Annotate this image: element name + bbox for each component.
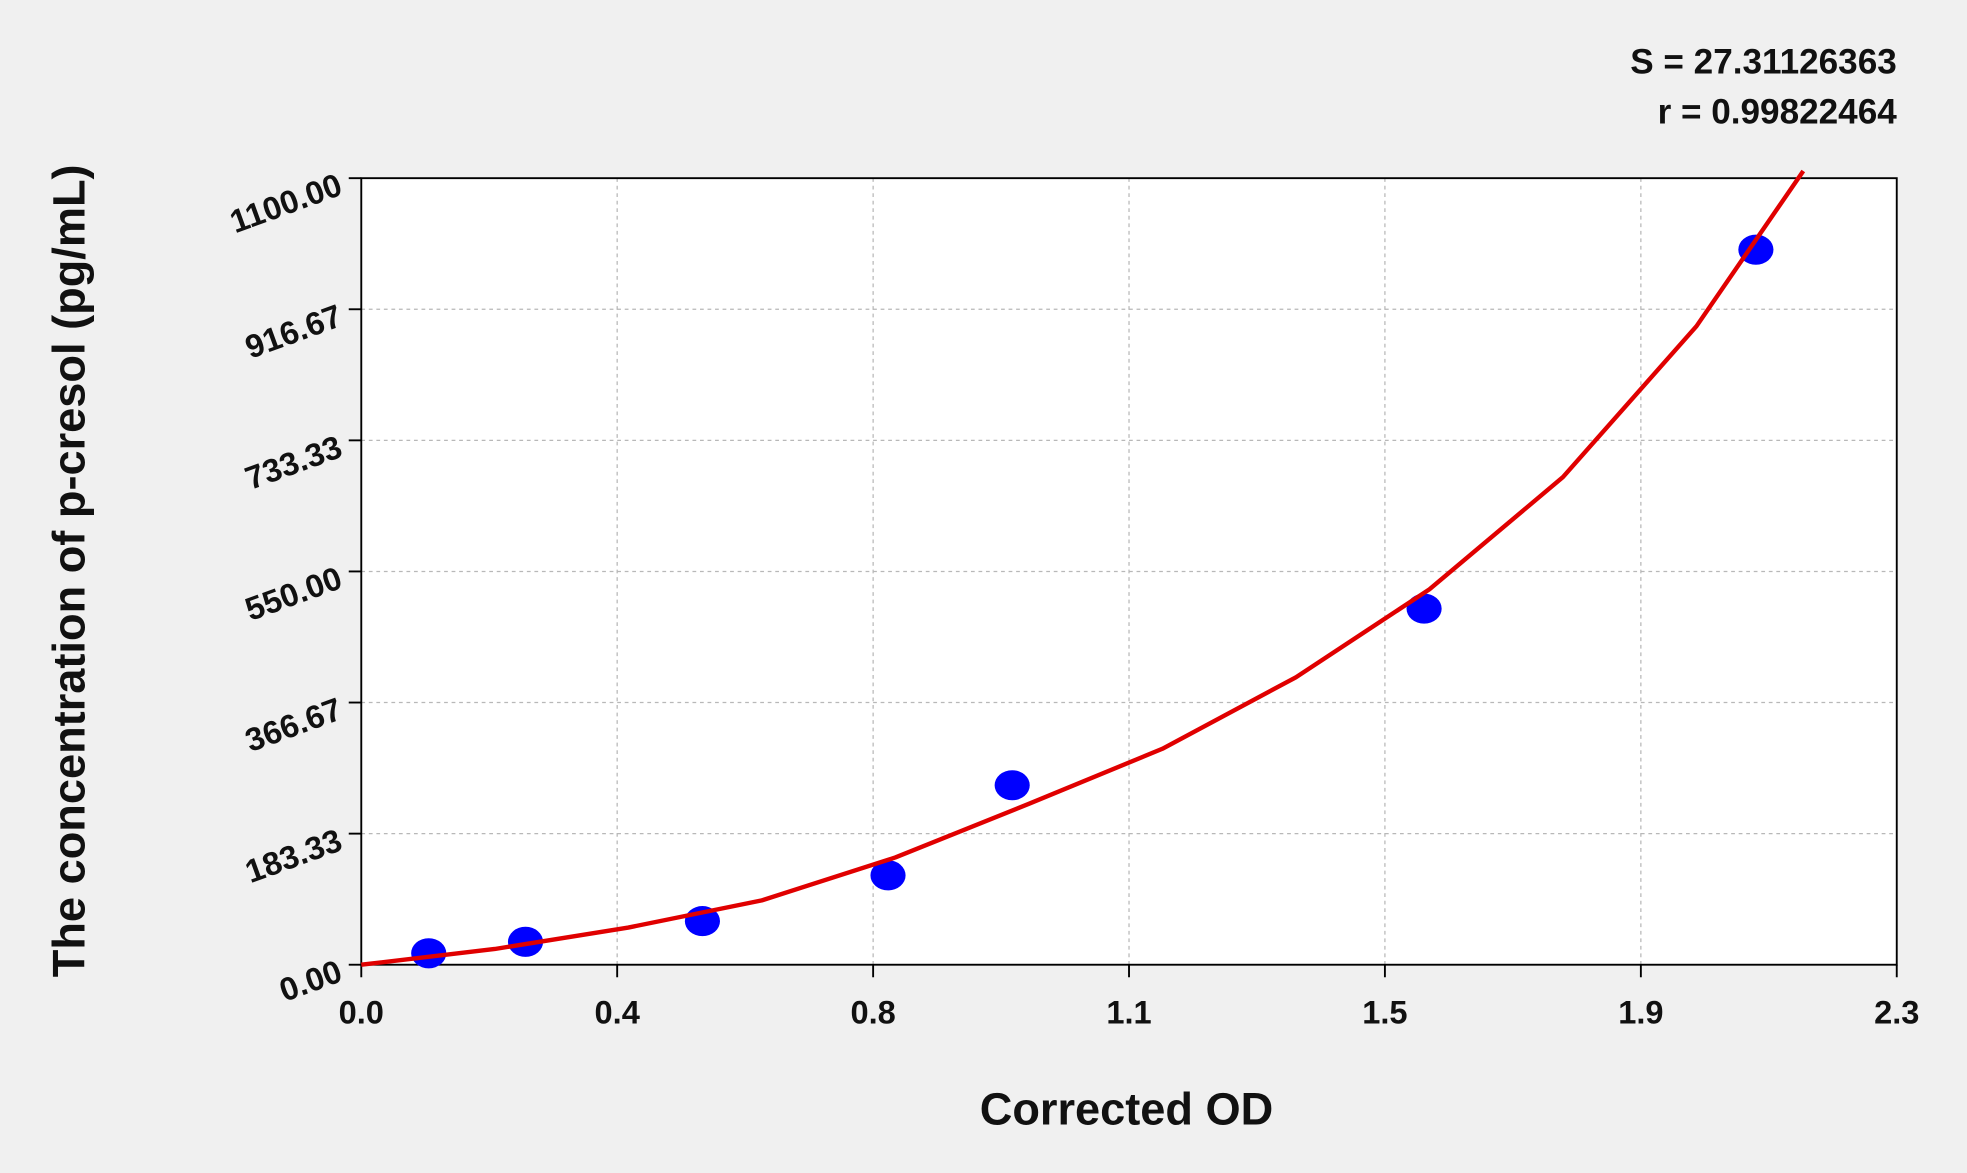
data-point xyxy=(1406,593,1442,624)
data-point xyxy=(870,860,906,891)
data-point xyxy=(1738,234,1774,265)
y-axis-title: The concentration of p-cresol (pg/mL) xyxy=(44,164,95,977)
x-tick-label: 1.1 xyxy=(1106,994,1151,1031)
x-tick-label: 0.0 xyxy=(339,994,384,1031)
annotation: r = 0.99822464 xyxy=(1658,92,1898,131)
x-axis-title: Corrected OD xyxy=(980,1084,1274,1135)
data-point xyxy=(994,770,1030,801)
x-tick-label: 2.3 xyxy=(1874,994,1919,1031)
data-point xyxy=(411,938,447,969)
x-tick-label: 1.5 xyxy=(1362,994,1407,1031)
x-tick-label: 1.9 xyxy=(1618,994,1663,1031)
fit-curve xyxy=(361,169,1806,967)
x-tick-label: 0.4 xyxy=(595,994,640,1031)
x-tick-label: 0.8 xyxy=(850,994,895,1031)
annotation: S = 27.31126363 xyxy=(1630,42,1897,81)
